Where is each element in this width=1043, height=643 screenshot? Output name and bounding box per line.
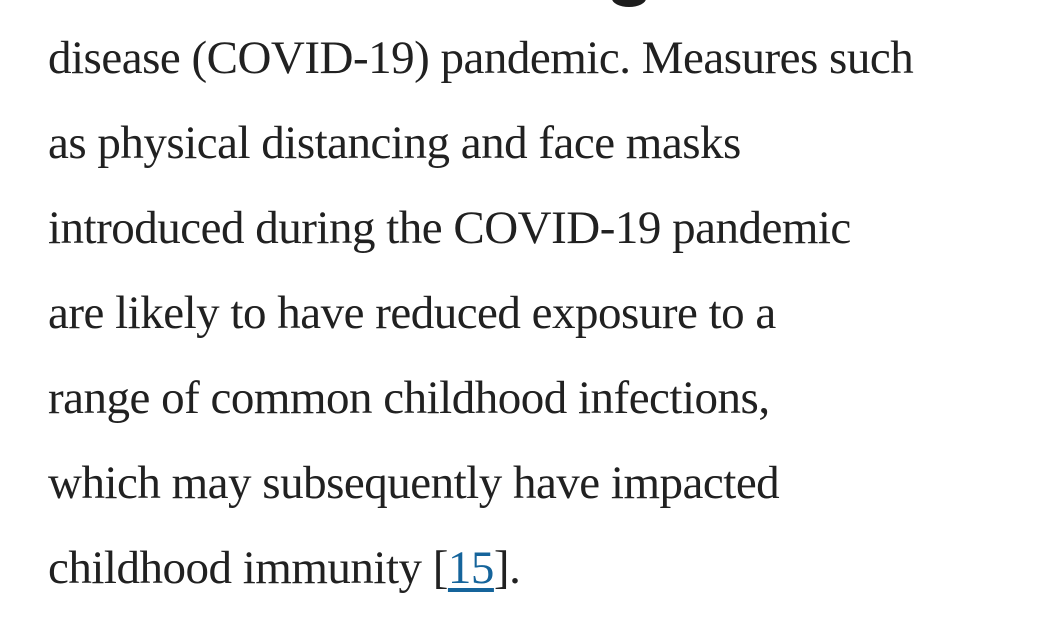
text-line-4: are likely to have reduced exposure to a xyxy=(48,287,776,339)
citation-link-15[interactable]: 15 xyxy=(447,542,495,594)
text-line-1: disease (COVID-19) pandemic. Measures su… xyxy=(48,32,914,84)
text-before-citation: childhood immunity [ xyxy=(48,542,448,594)
article-paragraph: disease (COVID-19) pandemic. Measures su… xyxy=(48,16,1033,611)
clipped-text-fragment xyxy=(612,0,646,7)
text-line-5: range of common childhood infections, xyxy=(48,372,770,424)
text-line-7: childhood immunity [15]. xyxy=(48,526,1033,611)
text-line-2: as physical distancing and face masks xyxy=(48,117,741,169)
text-line-3: introduced during the COVID-19 pandemic xyxy=(48,202,851,254)
text-line-6: which may subsequently have impacted xyxy=(48,457,780,509)
text-after-citation: ]. xyxy=(493,542,521,594)
